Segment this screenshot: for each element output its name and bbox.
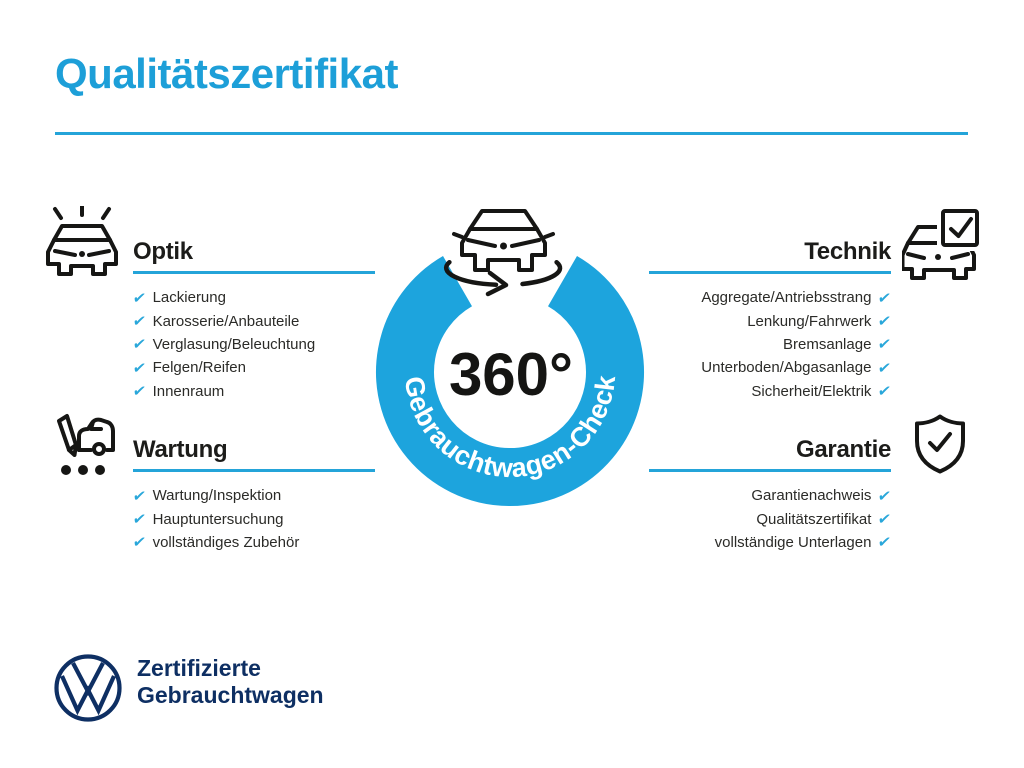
check-icon: ✔ (131, 487, 147, 505)
checklist-garantie: Garantienachweis ✔ Qualitätszertifikat ✔ v… (649, 484, 893, 554)
checklist-label: Hauptuntersuchung (152, 510, 284, 528)
checklist-item: ✔ vollständiges Zubehör (131, 531, 375, 554)
section-optik: Optik ✔ Lackierung ✔ Karosserie/Anbauteile… (131, 238, 375, 403)
check-icon: ✔ (876, 289, 893, 307)
section-garantie: Garantie Garantienachweis ✔ Qualitätszert… (649, 436, 893, 554)
car-front-rotation-icon (443, 209, 563, 297)
section-title-technik: Technik (804, 238, 891, 265)
checklist-item: ✔ Verglasung/Beleuchtung (131, 333, 375, 356)
check-icon: ✔ (876, 336, 893, 354)
checklist-label: Qualitätszertifikat (756, 510, 872, 528)
checklist-label: Innenraum (152, 382, 225, 400)
checklist-label: vollständige Unterlagen (714, 533, 872, 551)
footer-brand-line1: Zertifizierte (137, 655, 261, 681)
checklist-item: ✔ Wartung/Inspektion (131, 484, 375, 507)
checklist-item: Garantienachweis ✔ (649, 484, 893, 507)
section-rule (133, 271, 375, 274)
section-rule (649, 271, 891, 274)
checklist-item: ✔ Karosserie/Anbauteile (131, 309, 375, 332)
checklist-label: Wartung/Inspektion (152, 487, 282, 505)
checklist-item: ✔ Lackierung (131, 286, 375, 309)
check-icon: ✔ (131, 383, 147, 401)
checklist-label: Aggregate/Antriebsstrang (701, 289, 872, 307)
vw-logo (53, 653, 123, 728)
checklist-label: vollständiges Zubehör (152, 533, 300, 551)
check-icon: ✔ (876, 534, 893, 552)
checklist-item: vollständige Unterlagen ✔ (649, 531, 893, 554)
checklist-technik: Aggregate/Antriebsstrang ✔ Lenkung/Fahrwe… (649, 286, 893, 403)
check-icon: ✔ (131, 359, 147, 377)
checklist-label: Lackierung (152, 289, 226, 307)
center-360-badge: Gebrauchtwagen-Check 360° (360, 185, 660, 520)
section-rule (649, 469, 891, 472)
check-icon: ✔ (131, 313, 147, 331)
degree-label: 360° (449, 341, 573, 408)
checklist-item: Sicherheit/Elektrik ✔ (649, 380, 893, 403)
check-icon: ✔ (876, 487, 893, 505)
checklist-label: Felgen/Reifen (152, 359, 246, 377)
checklist-item: Unterboden/Abgasanlage ✔ (649, 356, 893, 379)
checklist-item: Qualitätszertifikat ✔ (649, 507, 893, 530)
section-wartung: Wartung ✔ Wartung/Inspektion ✔ Hauptunters… (131, 436, 375, 554)
checklist-label: Lenkung/Fahrwerk (747, 312, 872, 330)
service-record-icon (45, 408, 123, 480)
checklist-item: Lenkung/Fahrwerk ✔ (649, 309, 893, 332)
check-icon: ✔ (131, 289, 147, 307)
section-title-optik: Optik (133, 238, 193, 265)
page-title: Qualitätszertifikat (55, 50, 398, 97)
check-icon: ✔ (876, 383, 893, 401)
car-shine-icon (46, 206, 118, 282)
title-divider (55, 132, 968, 135)
check-icon: ✔ (131, 336, 147, 354)
checklist-label: Sicherheit/Elektrik (751, 382, 872, 400)
check-icon: ✔ (876, 359, 893, 377)
checklist-item: ✔ Felgen/Reifen (131, 356, 375, 379)
checklist-item: Aggregate/Antriebsstrang ✔ (649, 286, 893, 309)
checklist-optik: ✔ Lackierung ✔ Karosserie/Anbauteile ✔ Verg… (131, 286, 375, 403)
check-icon: ✔ (131, 511, 147, 529)
car-checkbox-icon (902, 205, 986, 285)
section-technik: Technik Aggregate/Antriebsstrang ✔ Lenkun… (649, 238, 893, 403)
check-icon: ✔ (131, 534, 147, 552)
footer-brand-text: Zertifizierte Gebrauchtwagen (137, 655, 324, 709)
checklist-label: Karosserie/Anbauteile (152, 312, 300, 330)
checklist-label: Unterboden/Abgasanlage (701, 359, 872, 377)
check-icon: ✔ (876, 511, 893, 529)
section-title-wartung: Wartung (133, 436, 228, 463)
checklist-wartung: ✔ Wartung/Inspektion ✔ Hauptuntersuchung ✔… (131, 484, 375, 554)
section-rule (133, 469, 375, 472)
checklist-label: Bremsanlage (783, 335, 872, 353)
checklist-label: Garantienachweis (751, 487, 872, 505)
shield-check-icon (914, 414, 966, 474)
check-icon: ✔ (876, 313, 893, 331)
footer-brand-line2: Gebrauchtwagen (137, 682, 324, 708)
section-title-garantie: Garantie (796, 436, 891, 463)
ring-shape (376, 256, 644, 506)
checklist-label: Verglasung/Beleuchtung (152, 335, 316, 353)
checklist-item: ✔ Innenraum (131, 380, 375, 403)
checklist-item: ✔ Hauptuntersuchung (131, 507, 375, 530)
checklist-item: Bremsanlage ✔ (649, 333, 893, 356)
